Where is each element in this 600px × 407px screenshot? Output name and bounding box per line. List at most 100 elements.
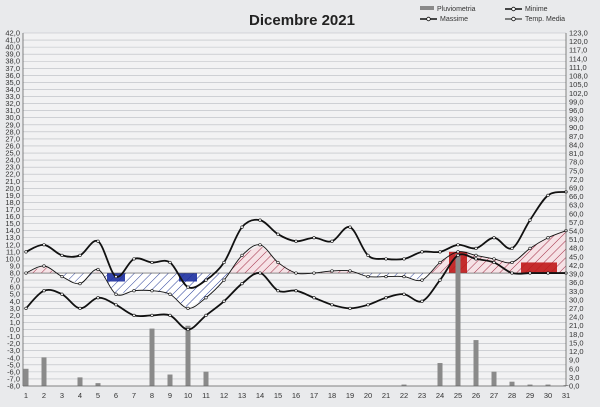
warm-anomaly-solid — [521, 262, 539, 274]
y-left-tick-label: 41,0 — [5, 36, 20, 45]
temp-media-point — [384, 274, 388, 279]
y-left-tick-label: 21,0 — [5, 177, 20, 186]
minime-point — [456, 253, 460, 257]
temp-media-point — [456, 250, 460, 254]
y-left-tick-label: -8,0 — [7, 382, 20, 391]
temp-media-point — [348, 269, 352, 273]
rain-bar — [401, 384, 407, 386]
y-left-tick-label: 36,0 — [5, 71, 20, 80]
temp-media-point — [492, 257, 496, 261]
y-left-tick-label: 25,0 — [5, 149, 20, 158]
x-tick-label: 15 — [274, 391, 282, 400]
y-right-tick-label: 21,0 — [569, 321, 584, 330]
x-tick-label: 6 — [114, 391, 118, 400]
y-right-tick-label: 78,0 — [569, 158, 584, 167]
y-right-tick-label: 48,0 — [569, 244, 584, 253]
rain-bar — [437, 363, 443, 386]
y-right-tick-label: 105,0 — [569, 80, 588, 89]
y-right-tick-label: 57,0 — [569, 218, 584, 227]
minime-point — [150, 313, 154, 318]
minime-point — [330, 303, 334, 307]
temp-media-point — [96, 267, 100, 272]
y-right-tick-label: 123,0 — [569, 29, 588, 38]
x-tick-label: 10 — [184, 391, 192, 400]
y-right-tick-label: 84,0 — [569, 140, 584, 149]
temp-media-point — [114, 292, 118, 296]
x-tick-label: 25 — [454, 391, 462, 400]
y-left-tick-label: 9,0 — [10, 261, 20, 270]
x-tick-label: 3 — [60, 391, 64, 400]
cold-anomaly-fill — [386, 273, 404, 277]
y-left-tick-label: 30,0 — [5, 113, 20, 122]
y-right-tick-label: 18,0 — [569, 330, 584, 339]
temp-media-point — [168, 292, 172, 296]
massime-point — [96, 239, 100, 243]
massime-point — [312, 236, 316, 240]
cold-anomaly-solid — [179, 273, 197, 282]
rain-bar — [149, 328, 155, 386]
minime-point — [78, 306, 82, 310]
y-left-tick-label: 13,0 — [5, 233, 20, 242]
y-right-tick-label: 30,0 — [569, 295, 584, 304]
y-left-tick-label: 34,0 — [5, 85, 20, 94]
y-left-tick-label: 15,0 — [5, 219, 20, 228]
chart-title: Dicembre 2021 — [249, 12, 355, 29]
massime-point — [492, 236, 496, 240]
y-left-tick-label: 8,0 — [10, 269, 20, 278]
y-right-tick-label: 54,0 — [569, 227, 584, 236]
warm-anomaly-fill — [260, 244, 278, 274]
warm-anomaly-fill — [26, 265, 44, 274]
rain-bar — [455, 253, 461, 386]
minime-point — [510, 271, 514, 275]
massime-point — [240, 225, 244, 229]
rain-bar — [41, 357, 47, 386]
minime-point — [204, 313, 208, 318]
y-right-tick-label: 117,0 — [569, 46, 587, 55]
minime-point — [114, 303, 118, 307]
x-tick-label: 17 — [310, 391, 318, 400]
cold-anomaly-fill — [62, 273, 80, 284]
legend-label-temp-media: Temp. Media — [525, 16, 565, 23]
x-tick-label: 19 — [346, 391, 354, 400]
minime-point — [60, 292, 64, 296]
legend-marker-massime — [426, 16, 431, 22]
y-right-tick-label: 24,0 — [569, 313, 584, 322]
y-left-tick-label: 14,0 — [5, 226, 20, 235]
x-tick-label: 8 — [150, 391, 154, 400]
temp-media-point — [366, 274, 370, 279]
legend-marker-minime — [511, 6, 516, 12]
temp-media-point — [42, 264, 46, 268]
minime-point — [42, 289, 46, 293]
massime-point — [276, 232, 280, 236]
minime-point — [276, 289, 280, 293]
y-right-tick-label: 63,0 — [569, 201, 584, 210]
temp-media-point — [528, 246, 532, 250]
minime-point — [546, 271, 550, 275]
y-right-tick-label: 27,0 — [569, 304, 584, 313]
y-left-tick-label: 32,0 — [5, 99, 20, 108]
rain-bar — [527, 384, 533, 386]
temp-media-point — [438, 260, 442, 265]
temp-media-point — [204, 296, 208, 300]
temp-media-point — [276, 260, 280, 265]
cold-anomaly-fill — [422, 273, 430, 281]
x-tick-label: 13 — [238, 391, 246, 400]
minime-point — [312, 296, 316, 300]
y-left-tick-label: 6,0 — [10, 283, 20, 292]
y-right-tick-label: 75,0 — [569, 166, 584, 175]
massime-point — [132, 257, 136, 261]
x-tick-label: 16 — [292, 391, 300, 400]
y-right-tick-label: 3,0 — [569, 373, 579, 382]
y-left-tick-label: 3,0 — [10, 304, 20, 313]
minime-point — [258, 271, 262, 275]
y-left-tick-label: 24,0 — [5, 156, 20, 165]
massime-point — [204, 278, 208, 282]
y-left-tick-label: -3,0 — [7, 346, 20, 355]
minime-point — [348, 306, 352, 310]
cold-anomaly-fill — [152, 273, 170, 295]
massime-point — [78, 253, 82, 257]
minime-point — [96, 296, 100, 300]
warm-anomaly-fill — [278, 262, 296, 274]
y-left-tick-label: -6,0 — [7, 367, 20, 376]
